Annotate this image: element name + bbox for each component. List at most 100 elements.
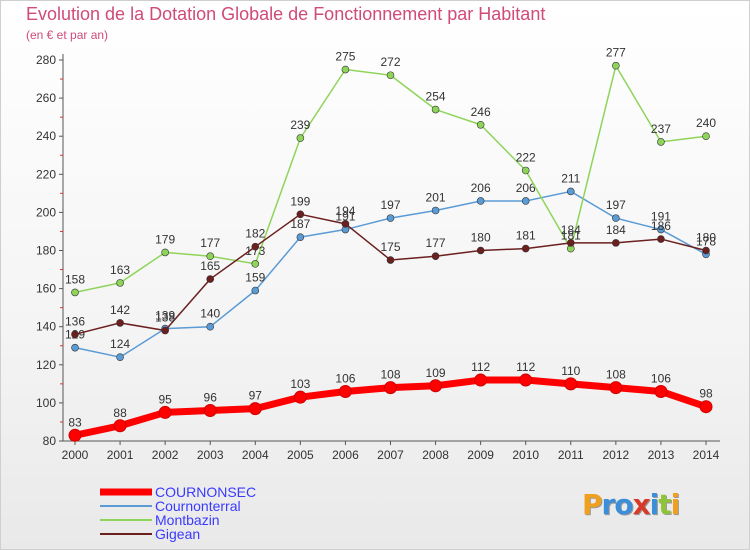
- data-point-gigean: [476, 246, 485, 255]
- y-tick-label: 220: [36, 167, 56, 181]
- y-tick-label: 240: [36, 129, 56, 143]
- data-point-cournonsec: [293, 390, 307, 404]
- y-tick-label: 280: [36, 53, 56, 67]
- data-point-montbazin: [71, 288, 79, 297]
- data-point-cournonterral: [296, 233, 305, 241]
- data-point-cournonterral: [566, 187, 575, 196]
- data-point-cournonsec: [564, 377, 578, 391]
- x-tick-label: 2007: [377, 448, 404, 462]
- y-tick-label: 160: [36, 282, 56, 296]
- data-point-cournonsec: [699, 400, 713, 414]
- data-label-cournonterral: 187: [290, 217, 310, 231]
- data-point-cournonterral: [386, 214, 395, 222]
- data-label-cournonsec: 96: [204, 391, 218, 405]
- data-point-gigean: [341, 220, 350, 228]
- data-label-cournonsec: 97: [249, 389, 263, 403]
- data-point-gigean: [566, 239, 575, 247]
- data-point-gigean: [612, 239, 620, 247]
- x-tick-label: 2014: [693, 448, 720, 462]
- data-label-montbazin: 240: [696, 116, 716, 130]
- data-point-cournonterral: [206, 322, 215, 331]
- data-point-gigean: [116, 319, 124, 327]
- data-label-cournonsec: 109: [426, 366, 446, 380]
- data-point-montbazin: [657, 138, 665, 146]
- data-point-montbazin: [386, 71, 395, 80]
- data-point-cournonsec: [203, 404, 217, 418]
- data-point-montbazin: [431, 105, 440, 114]
- data-point-cournonterral: [431, 206, 440, 215]
- data-label-gigean: 180: [696, 231, 716, 245]
- data-point-cournonsec: [68, 428, 82, 442]
- data-label-montbazin: 179: [155, 232, 175, 246]
- data-label-montbazin: 158: [65, 272, 85, 286]
- data-label-gigean: 165: [200, 259, 220, 273]
- x-tick-label: 2013: [648, 448, 675, 462]
- data-point-montbazin: [251, 260, 260, 268]
- x-tick-label: 2005: [287, 448, 314, 462]
- data-label-montbazin: 275: [335, 50, 355, 64]
- data-label-cournonterral: 211: [561, 171, 580, 185]
- x-tick-label: 2004: [242, 448, 269, 462]
- data-label-gigean: 175: [380, 240, 400, 254]
- data-label-cournonsec: 108: [606, 368, 626, 382]
- y-tick-label: 120: [36, 358, 56, 372]
- data-label-cournonterral: 191: [335, 210, 355, 224]
- x-tick-label: 2001: [107, 448, 134, 462]
- data-label-cournonsec: 112: [516, 360, 535, 374]
- data-label-montbazin: 272: [380, 55, 400, 69]
- data-label-cournonterral: 191: [651, 210, 671, 224]
- data-point-montbazin: [341, 65, 350, 74]
- data-point-cournonterral: [476, 197, 485, 205]
- data-label-montbazin: 239: [290, 118, 310, 132]
- data-point-cournonsec: [609, 381, 623, 395]
- x-tick-label: 2011: [558, 448, 584, 462]
- data-label-cournonsec: 98: [699, 387, 713, 401]
- legend-label-cournonsec: COURNONSEC: [155, 484, 256, 500]
- data-label-montbazin: 181: [561, 229, 581, 243]
- x-tick-label: 2010: [512, 448, 539, 462]
- data-point-cournonsec: [113, 419, 127, 433]
- data-point-gigean: [431, 252, 440, 261]
- data-point-cournonterral: [521, 197, 530, 205]
- data-point-montbazin: [116, 279, 124, 287]
- legend-label-montbazin: Montbazin: [155, 512, 220, 528]
- data-point-gigean: [296, 210, 305, 219]
- data-point-cournonsec: [474, 373, 488, 387]
- legend-label-cournonterral: Cournonterral: [155, 498, 241, 514]
- data-label-cournonterral: 159: [245, 271, 265, 285]
- data-label-cournonterral: 206: [471, 181, 491, 195]
- data-label-cournonsec: 110: [561, 364, 580, 378]
- data-point-montbazin: [296, 134, 305, 142]
- data-label-cournonsec: 108: [380, 368, 400, 382]
- data-point-cournonterral: [71, 343, 79, 352]
- data-point-gigean: [386, 256, 395, 264]
- data-label-gigean: 184: [561, 223, 581, 237]
- y-tick-label: 140: [36, 320, 56, 334]
- data-point-cournonterral: [657, 225, 665, 234]
- data-point-gigean: [251, 242, 260, 251]
- data-label-gigean: 182: [245, 227, 265, 241]
- x-tick-label: 2002: [152, 448, 179, 462]
- data-label-cournonsec: 95: [158, 392, 172, 406]
- data-label-cournonterral: 206: [516, 181, 536, 195]
- data-point-cournonsec: [338, 384, 352, 398]
- data-label-gigean: 136: [65, 314, 85, 328]
- data-point-cournonsec: [654, 384, 668, 398]
- data-label-montbazin: 163: [110, 263, 130, 277]
- chart-subtitle: (en € et par an): [26, 28, 109, 42]
- data-point-cournonsec: [384, 381, 397, 395]
- data-label-montbazin: 173: [245, 244, 265, 258]
- x-tick-label: 2012: [603, 448, 630, 462]
- data-point-montbazin: [161, 248, 169, 257]
- data-label-cournonterral: 197: [606, 198, 626, 212]
- data-label-cournonterral: 178: [696, 234, 716, 248]
- data-label-cournonterral: 139: [155, 309, 175, 323]
- data-label-gigean: 181: [516, 229, 536, 243]
- data-point-gigean: [161, 326, 169, 335]
- data-point-montbazin: [521, 166, 530, 175]
- data-label-cournonterral: 140: [200, 307, 220, 321]
- x-tick-label: 2003: [197, 448, 224, 462]
- y-tick-label: 200: [36, 205, 56, 219]
- data-label-gigean: 177: [426, 236, 446, 250]
- proxiti-logo: Proxiti: [582, 488, 680, 521]
